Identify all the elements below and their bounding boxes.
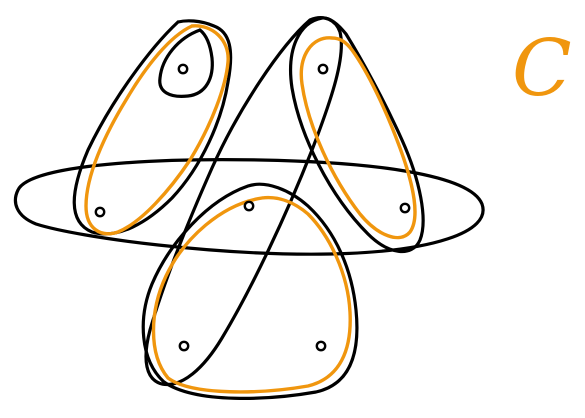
cover-edges	[84, 24, 417, 394]
edge-v4-v6-v7	[141, 182, 359, 400]
vertex-middle-center	[243, 200, 255, 212]
edge-v1-v3	[72, 19, 233, 236]
edge-v2-v6	[144, 16, 343, 387]
vertex-middle-right	[399, 202, 411, 214]
edge-v3-v4-v5	[13, 158, 485, 256]
cover-edge-v1-v3	[84, 24, 230, 236]
edge-singleton-v1	[158, 28, 214, 98]
cover-edge-v2-v5	[299, 36, 417, 240]
cover-label: C	[512, 24, 572, 114]
vertex-middle-left	[94, 206, 106, 218]
vertex-bottom-right	[315, 340, 327, 352]
vertex-top-right	[317, 63, 329, 75]
vertex-top-left	[177, 63, 189, 75]
vertices	[94, 63, 411, 352]
vertex-bottom-left	[178, 340, 190, 352]
edge-v2-v5	[289, 16, 425, 254]
black-hyperedges	[13, 16, 485, 400]
cover-edge-v4-v6-v7	[151, 195, 352, 394]
